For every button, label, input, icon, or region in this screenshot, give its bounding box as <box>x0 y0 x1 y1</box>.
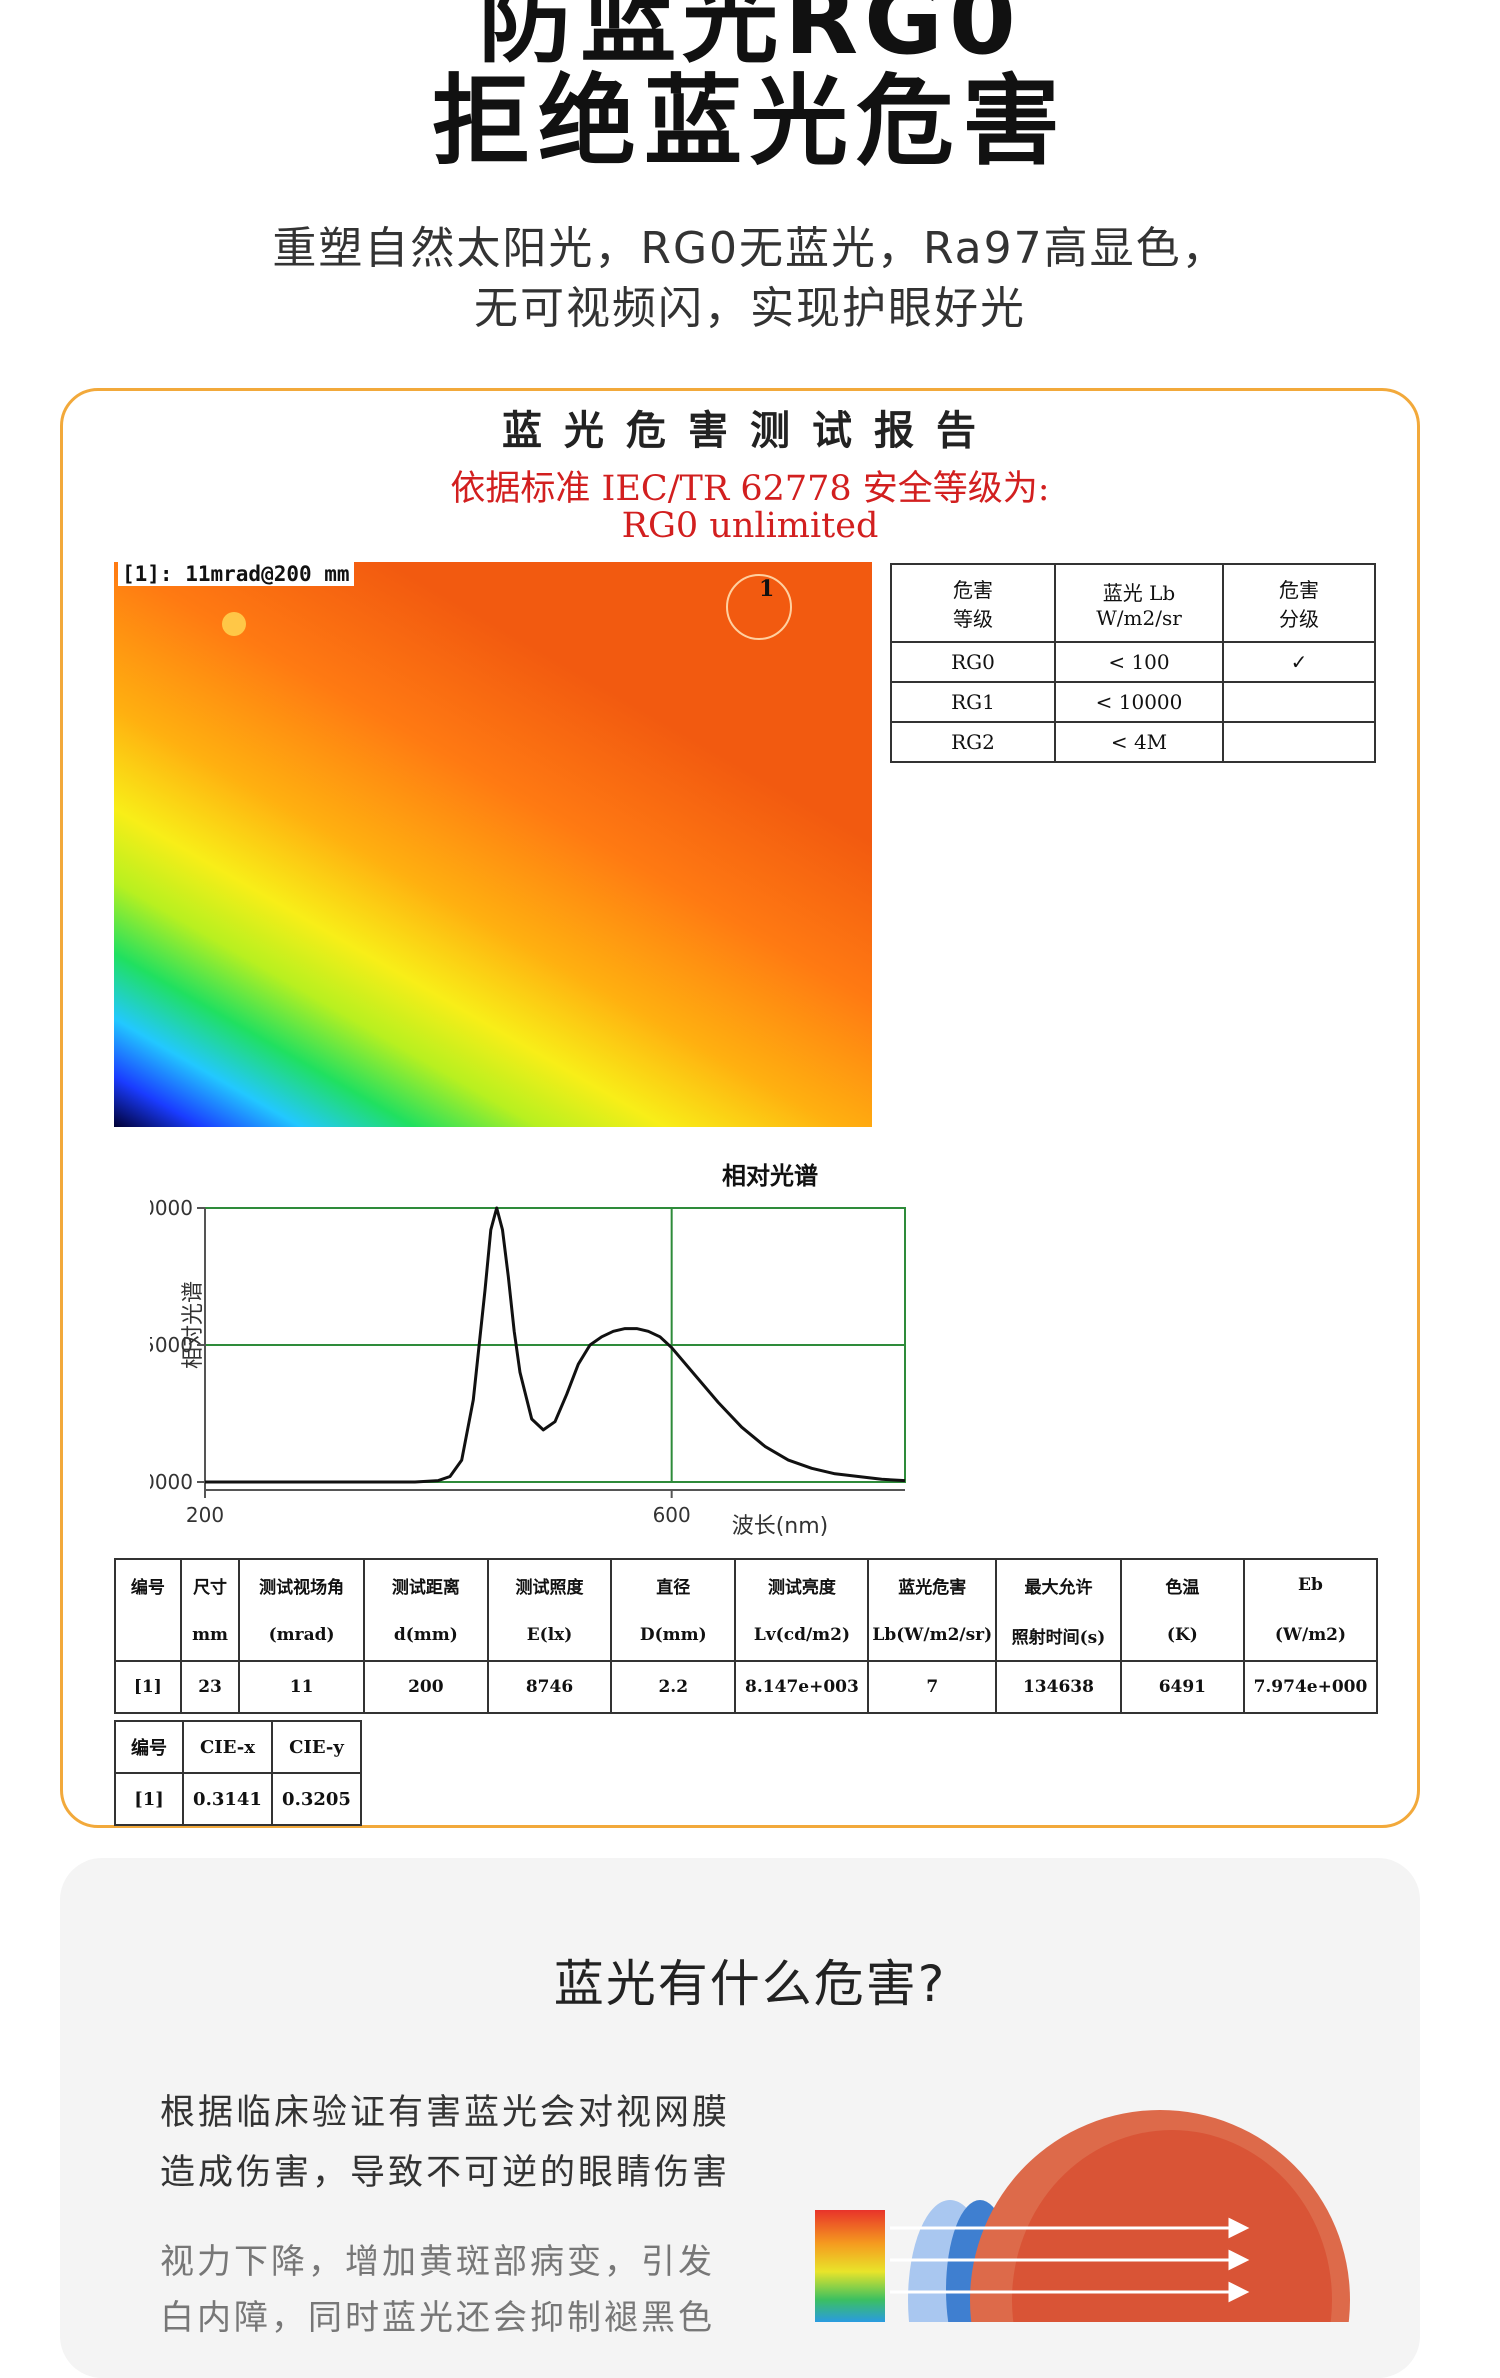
measurement-header: 编号 <box>114 1558 182 1610</box>
measurement-table: 编号 尺寸 测试视场角 测试距离 测试照度 直径 测试亮度 蓝光危害 最大允许 色温 Eb mm (m… <box>114 1558 1379 1714</box>
grade-line: RG0 unlimited <box>621 506 879 546</box>
measurement-unit <box>114 1610 182 1662</box>
measurement-unit: d(mm) <box>362 1610 489 1662</box>
rg-cell <box>1222 681 1376 723</box>
subtitle-line-2: 无可视频闪，实现护眼好光 <box>474 283 1026 334</box>
measurement-cell: 8.147e+003 <box>734 1660 870 1714</box>
light-arrows <box>890 2217 1250 2303</box>
cie-cell: 0.3205 <box>271 1772 362 1826</box>
lead-line-2: 造成伤害，导致不可逆的眼睛伤害 <box>160 2153 731 2193</box>
measurement-cell: 8746 <box>486 1660 613 1714</box>
rg-cell: RG0 <box>890 641 1056 683</box>
lead-line-1: 根据临床验证有害蓝光会对视网膜 <box>160 2093 731 2133</box>
measurement-cell: 200 <box>362 1660 489 1714</box>
rg-cell: < 10000 <box>1054 681 1224 723</box>
measurement-cell: 7.974e+000 <box>1242 1660 1379 1714</box>
chart-y-label: 相对光谱 <box>181 1281 206 1369</box>
y-tick-label: 1.0000 <box>150 1196 193 1220</box>
hero-cut-title: 防蓝光RG0 <box>478 0 1022 76</box>
measurement-cell: 11 <box>238 1660 365 1714</box>
rg-cell: RG2 <box>890 721 1056 763</box>
body-line-2: 白内障，同时蓝光还会抑制褪黑色 <box>160 2298 715 2338</box>
hero-title: 拒绝蓝光危害 <box>431 65 1068 179</box>
color-spectrum-bar <box>815 2210 885 2322</box>
measurement-unit: Lb(W/m2/sr) <box>867 1610 998 1662</box>
measurement-header: 测试距离 <box>362 1558 489 1610</box>
chart-x-label: 波长(nm) <box>732 1514 829 1539</box>
measurement-unit: (W/m2) <box>1242 1610 1379 1662</box>
rg-cell: RG1 <box>890 681 1056 723</box>
section-title: 蓝光有什么危害? <box>553 1955 947 2013</box>
measurement-cell: 23 <box>179 1660 241 1714</box>
chart-title: 相对光谱 <box>722 1162 818 1190</box>
eye-illustration <box>815 2110 1350 2322</box>
rg-classification-table: 危害 等级 蓝光 Lb W/m2/sr 危害 分级 RG0 < 100 ✓ RG1 <… <box>890 563 1376 763</box>
report-title: 蓝光危害测试报告 <box>502 407 998 454</box>
measurement-unit: E(lx) <box>486 1610 613 1662</box>
measurement-unit: D(mm) <box>610 1610 737 1662</box>
cie-header: CIE-x <box>182 1720 273 1774</box>
measurement-header: Eb <box>1242 1558 1379 1610</box>
measurement-cell: 2.2 <box>610 1660 737 1714</box>
measurement-cell: 6491 <box>1119 1660 1245 1714</box>
x-tick-label: 200 <box>186 1503 224 1527</box>
rg-header-2: 蓝光 Lb W/m2/sr <box>1054 563 1224 643</box>
heatmap-label: [1]: 11mrad@200 mm <box>118 562 354 586</box>
measurement-unit: (mrad) <box>238 1610 365 1662</box>
measurement-header: 测试亮度 <box>734 1558 870 1610</box>
y-tick-label: 0.5000 <box>150 1333 193 1357</box>
measurement-header: 测试视场角 <box>238 1558 365 1610</box>
measurement-unit: mm <box>179 1610 241 1662</box>
rg-row: RG0 < 100 ✓ <box>890 641 1376 683</box>
cie-cell: 0.3141 <box>182 1772 273 1826</box>
standard-line: 依据标准 IEC/TR 62778 安全等级为: <box>450 469 1050 509</box>
spectrum-series-line <box>205 1206 906 1484</box>
measurement-header: 色温 <box>1119 1558 1245 1610</box>
spectrum-chart: 相对光谱 相对光谱 波长(nm) 0.0000 0.5000 1.0000 200 60… <box>150 1162 906 1539</box>
measurement-unit: 照射时间(s) <box>995 1610 1122 1662</box>
cie-header: 编号 <box>114 1720 184 1774</box>
rg-row: RG1 < 10000 <box>890 681 1376 723</box>
cie-table: 编号 CIE-x CIE-y [1] 0.3141 0.3205 <box>114 1720 362 1826</box>
retina-shape <box>1012 2130 1332 2322</box>
rg-cell: < 100 <box>1054 641 1224 683</box>
rg-check: ✓ <box>1222 641 1376 683</box>
measurement-cell: 7 <box>867 1660 998 1714</box>
measurement-cell: [1] <box>114 1660 182 1714</box>
measurement-cell: 134638 <box>995 1660 1122 1714</box>
luminance-heatmap <box>114 562 872 1127</box>
cie-header: CIE-y <box>271 1720 362 1774</box>
measurement-header: 测试照度 <box>486 1558 613 1610</box>
measurement-unit: (K) <box>1119 1610 1245 1662</box>
rg-row: RG2 < 4M <box>890 721 1376 763</box>
rg-cell: < 4M <box>1054 721 1224 763</box>
measurement-unit: Lv(cd/m2) <box>734 1610 870 1662</box>
x-tick-label: 600 <box>653 1503 691 1527</box>
subtitle-line-1: 重塑自然太阳光，RG0无蓝光，Ra97高显色， <box>272 223 1228 274</box>
cie-cell: [1] <box>114 1772 184 1826</box>
measurement-header: 蓝光危害 <box>867 1558 998 1610</box>
y-tick-label: 0.0000 <box>150 1470 193 1494</box>
rg-cell <box>1222 721 1376 763</box>
measurement-header: 最大允许 <box>995 1558 1122 1610</box>
body-line-1: 视力下降，增加黄斑部病变，引发 <box>160 2242 715 2282</box>
measurement-header: 直径 <box>610 1558 737 1610</box>
rg-header-3: 危害 分级 <box>1222 563 1376 643</box>
measurement-header: 尺寸 <box>179 1558 241 1610</box>
rg-header-1: 危害 等级 <box>890 563 1056 643</box>
measurement-marker: 1 <box>759 576 775 602</box>
